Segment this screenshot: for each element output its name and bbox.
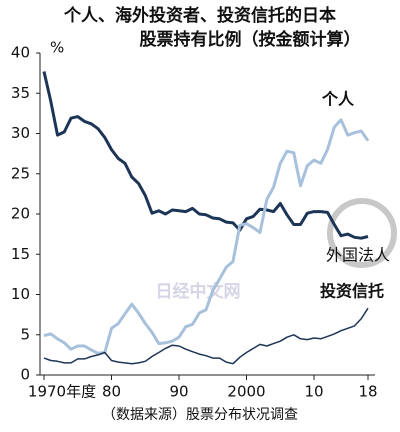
watermark: 日经中文网 — [156, 281, 241, 302]
y-tick-label: 40 — [11, 44, 30, 62]
x-tick-label: 1970年度 — [28, 383, 96, 401]
y-tick-label: 15 — [11, 245, 30, 263]
highlight-circle — [327, 198, 397, 268]
series-line — [43, 307, 369, 365]
y-tick-label: 5 — [20, 325, 30, 343]
y-tick-label: 10 — [11, 285, 30, 303]
y-tick-label: 30 — [11, 124, 30, 142]
series-label: 个人 — [321, 90, 355, 109]
series-line — [43, 118, 370, 355]
y-tick-label: 0 — [20, 366, 30, 384]
series-label: 外国法人 — [326, 246, 390, 265]
chart-subtitle: 股票持有比例（按金额计算） — [140, 29, 361, 50]
x-tick-label: 2000 — [227, 383, 265, 401]
y-tick-label: 35 — [11, 84, 30, 102]
series-line — [42, 71, 369, 240]
x-tick-label: 10 — [304, 383, 323, 401]
x-tick-label: 90 — [169, 383, 188, 401]
source: （数据来源）股票分布状况调查 — [102, 407, 298, 423]
y-tick-label: 25 — [11, 164, 30, 182]
x-tick-label: 18 — [358, 383, 377, 401]
series-label: 投资信托 — [320, 282, 384, 301]
x-tick-label: 80 — [102, 383, 121, 401]
chart-title: 个人、海外投资者、投资信托的日本 — [63, 5, 336, 26]
y-tick-label: 20 — [11, 205, 30, 223]
y-axis-label: % — [50, 39, 64, 57]
